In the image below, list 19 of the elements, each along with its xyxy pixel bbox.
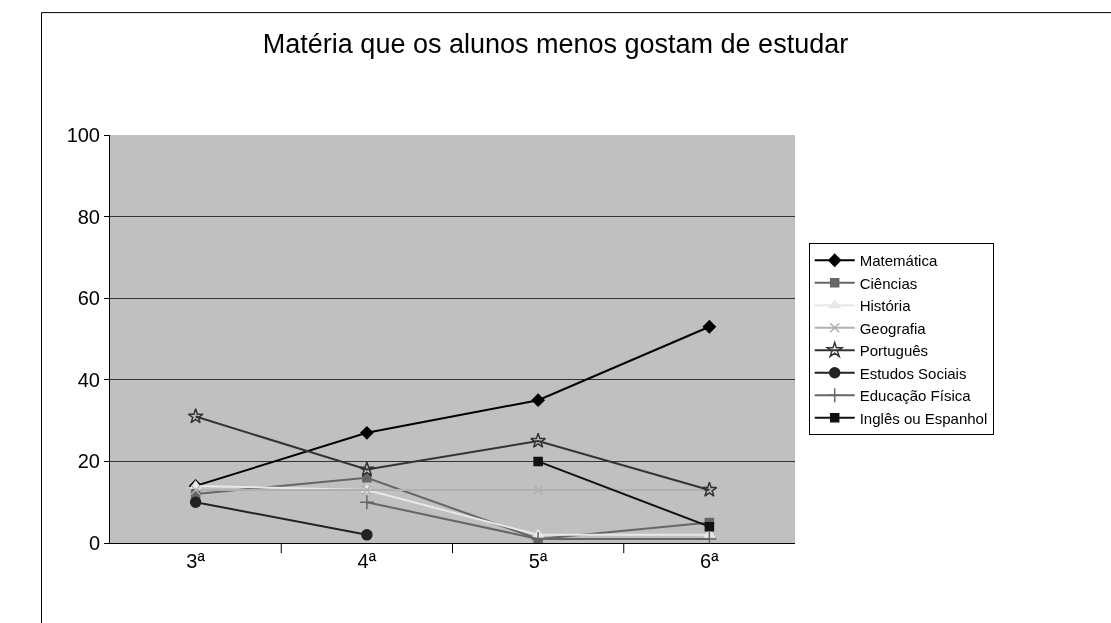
legend-label: Estudos Sociais — [859, 364, 967, 382]
x-tick-label: 4ª — [357, 550, 377, 572]
x-tick-label: 6ª — [700, 550, 720, 572]
x-tick-label: 3ª — [186, 550, 206, 572]
y-tick-label: 40 — [77, 368, 100, 391]
y-tick-label: 100 — [66, 124, 100, 146]
y-tick-label: 20 — [77, 450, 100, 473]
legend-label: Educação Física — [859, 387, 972, 405]
y-tick-label: 60 — [77, 287, 100, 310]
legend-label: História — [859, 297, 912, 315]
legend-label: Geografia — [859, 319, 927, 337]
legend-label: Ciências — [859, 274, 918, 292]
legend-label: Inglês ou Espanhol — [859, 409, 988, 427]
x-tick-label: 5ª — [528, 550, 548, 572]
y-tick-label: 80 — [77, 205, 100, 228]
legend-label: Português — [859, 342, 929, 360]
y-tick-label: 0 — [88, 532, 100, 554]
chart-title: Matéria que os alunos menos gostam de estudar — [262, 29, 849, 60]
legend-label: Matemática — [859, 252, 938, 270]
